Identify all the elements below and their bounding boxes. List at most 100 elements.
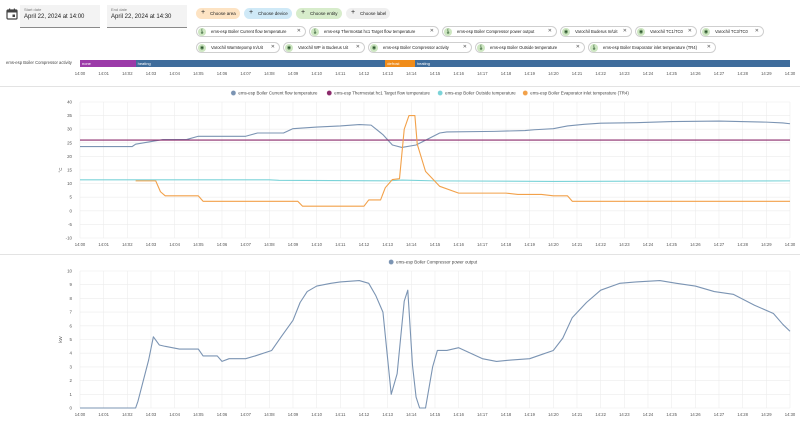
remove-chip-icon[interactable]: ✕: [622, 28, 627, 34]
x-tick-label: 14:29: [761, 242, 772, 247]
history-header: Start date April 22, 2024 at 14:00 End d…: [0, 0, 800, 60]
x-tick-label: 14:24: [643, 242, 654, 247]
x-tick-label: 14:02: [122, 242, 133, 247]
timeline-segment-none[interactable]: none: [80, 60, 136, 67]
entity-chip-label: Varochil TC1/TC0: [650, 29, 683, 34]
x-tick-label: 14:15: [430, 412, 441, 417]
x-tick-label: 14:03: [146, 242, 157, 247]
end-date-field[interactable]: End date April 22, 2024 at 14:30: [107, 5, 187, 28]
x-tick-label: 14:28: [737, 412, 748, 417]
remove-chip-icon[interactable]: ✕: [296, 28, 301, 34]
entity-chip[interactable]: 🌡 ems-esp Boiler Outside temperature ✕: [475, 42, 585, 53]
timeline-tick-label: 14:07: [240, 71, 251, 76]
timeline-tick-label: 14:12: [359, 71, 370, 76]
y-tick-label: 10: [67, 269, 72, 274]
timeline-tick-label: 14:25: [666, 71, 677, 76]
y-tick-label: 0: [70, 406, 73, 411]
x-tick-label: 14:18: [501, 242, 512, 247]
y-tick-label: -5: [68, 222, 72, 227]
end-date-label: End date: [111, 7, 128, 12]
x-tick-label: 14:11: [335, 242, 346, 247]
entity-chip[interactable]: ◉ Varochil Warmtepomp In/Uit ✕: [196, 42, 280, 53]
x-tick-label: 14:29: [761, 412, 772, 417]
timeline-tick-label: 14:27: [714, 71, 725, 76]
entity-chip[interactable]: ◉ Varochil TC1/TC0 ✕: [635, 26, 697, 37]
y-tick-label: 9: [70, 282, 73, 287]
eye-icon: ◉: [702, 27, 710, 36]
timeline-tick-label: 14:03: [146, 71, 157, 76]
choose-entity-label: Choose entity: [310, 11, 338, 16]
calendar-icon[interactable]: [6, 8, 18, 20]
entity-chip[interactable]: 🌡 ems-esp Boiler Compressor power output…: [442, 26, 557, 37]
legend-entry: ems-esp Boiler Current flow temperature: [238, 91, 318, 96]
remove-chip-icon[interactable]: ✕: [462, 44, 467, 50]
x-tick-label: 14:08: [264, 412, 275, 417]
entity-chip[interactable]: ◉ Varochil TC3/TC0 ✕: [700, 26, 764, 37]
timeline-tick-label: 14:19: [524, 71, 535, 76]
x-tick-label: 14:23: [619, 412, 630, 417]
x-tick-label: 14:04: [169, 242, 180, 247]
entity-chip[interactable]: 🌡 ems-esp Boiler Current flow temperatur…: [196, 26, 306, 37]
choose-entity-button[interactable]: + Choose entity: [296, 8, 342, 19]
legend-swatch: [230, 90, 237, 96]
entity-chip-label: ems-esp Thermostat hc1 Target flow tempe…: [324, 29, 416, 34]
remove-chip-icon[interactable]: ✕: [355, 44, 360, 50]
choose-area-button[interactable]: + Choose area: [196, 8, 240, 19]
start-date-value: April 22, 2024 at 14:00: [24, 14, 85, 20]
x-tick-label: 14:16: [453, 242, 464, 247]
y-tick-label: 4: [70, 351, 73, 356]
x-tick-label: 14:15: [430, 242, 441, 247]
timeline-segment-heating[interactable]: heating: [135, 60, 386, 67]
remove-chip-icon[interactable]: ✕: [706, 44, 711, 50]
choose-device-button[interactable]: + Choose device: [244, 8, 292, 19]
remove-chip-icon[interactable]: ✕: [270, 44, 275, 50]
x-tick-label: 14:12: [359, 412, 370, 417]
timeline-segment-defrost[interactable]: defrost: [385, 60, 415, 67]
timeline-segment-heating[interactable]: heating: [414, 60, 790, 67]
x-tick-label: 14:19: [524, 412, 535, 417]
x-tick-label: 14:12: [359, 242, 370, 247]
x-tick-label: 14:05: [193, 242, 204, 247]
entity-chip[interactable]: ◉ ems-esp Boiler Compressor activity ✕: [368, 42, 472, 53]
entity-chip[interactable]: ◉ Varochil Buderus In/Uit ✕: [560, 26, 632, 37]
choose-device-label: Choose device: [258, 11, 288, 16]
y-tick-label: 5: [70, 195, 73, 200]
remove-chip-icon[interactable]: ✕: [754, 28, 759, 34]
entity-chip[interactable]: ◉ Varochil WP in Buderus Uit ✕: [283, 42, 365, 53]
choose-label-button[interactable]: + Choose label: [346, 8, 390, 19]
x-tick-label: 14:27: [714, 412, 725, 417]
remove-chip-icon[interactable]: ✕: [547, 28, 552, 34]
timeline-tick-label: 14:09: [288, 71, 299, 76]
plus-icon: +: [249, 9, 254, 16]
entity-chip[interactable]: 🌡 ems-esp Thermostat hc1 Target flow tem…: [309, 26, 439, 37]
y-tick-label: -10: [66, 236, 73, 241]
y-tick-label: 5: [70, 337, 73, 342]
remove-chip-icon[interactable]: ✕: [687, 28, 692, 34]
start-date-field[interactable]: Start date April 22, 2024 at 14:00: [20, 5, 100, 28]
series-line: [135, 115, 790, 207]
x-tick-label: 14:02: [122, 412, 133, 417]
choose-area-label: Choose area: [210, 11, 236, 16]
choose-label-label: Choose label: [360, 11, 387, 16]
series-line: [80, 179, 791, 182]
x-tick-label: 14:01: [98, 242, 109, 247]
y-tick-label: 20: [67, 154, 72, 159]
timeline-tick-label: 14:29: [761, 71, 772, 76]
y-tick-label: 15: [67, 168, 72, 173]
entity-chip-label: Varochil Buderus In/Uit: [575, 29, 618, 34]
thermometer-icon: 🌡: [311, 27, 319, 36]
power-chart[interactable]: 0 1 2 3 4 5 6 7 8 9 10 14:00 14:01 14:02 14:03 14:04 14:…: [0, 255, 800, 421]
temperature-chart[interactable]: -10 -5 0 5 10 15 20 25 30 35 40 14:00 14:01 14:02 14:0…: [0, 87, 800, 252]
x-tick-label: 14:14: [406, 242, 417, 247]
y-tick-label: 6: [70, 323, 73, 328]
entity-chip-label: ems-esp Boiler Outside temperature: [490, 45, 558, 50]
entity-chip[interactable]: 🌡 ems-esp Boiler Evaporator inlet temper…: [588, 42, 716, 53]
remove-chip-icon[interactable]: ✕: [575, 44, 580, 50]
x-tick-label: 14:00: [75, 242, 86, 247]
divider: [0, 254, 800, 255]
remove-chip-icon[interactable]: ✕: [429, 28, 434, 34]
timeline-tick-label: 14:20: [548, 71, 559, 76]
eye-icon: ◉: [370, 43, 378, 52]
y-tick-label: 7: [70, 310, 73, 315]
x-tick-label: 14:07: [240, 242, 251, 247]
